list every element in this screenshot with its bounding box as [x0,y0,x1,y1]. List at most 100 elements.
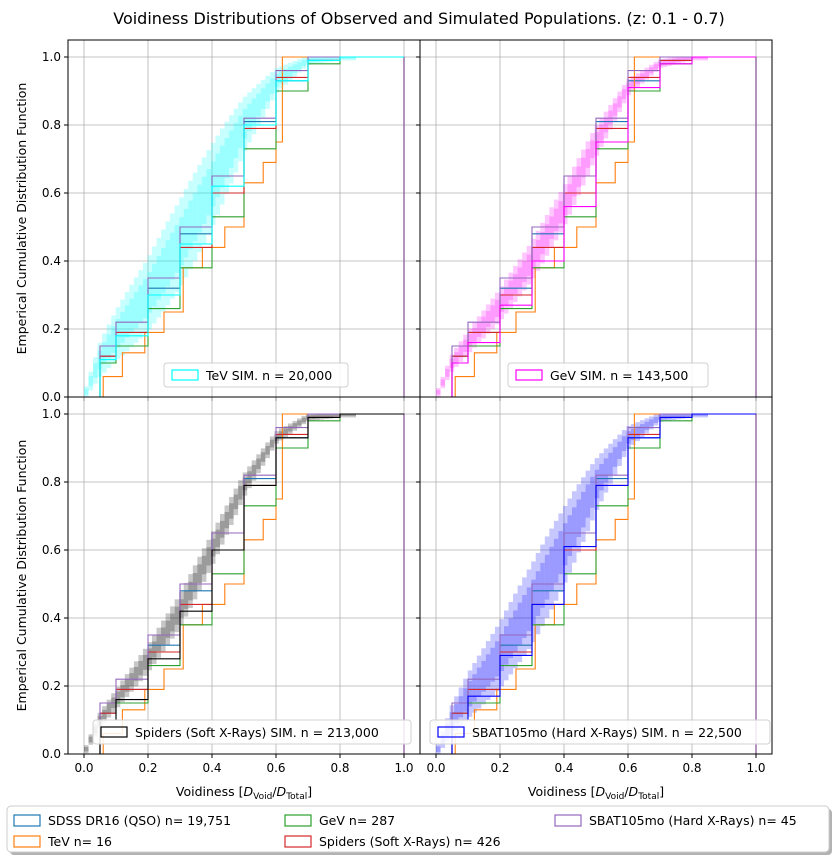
sim-band-core-step [328,414,334,417]
sim-band-core-step [84,746,89,752]
sim-band-core-step [288,425,293,432]
sim-band-step [215,522,220,555]
sim-band-core-step [472,674,477,702]
sim-band-step [88,734,94,745]
y-tick-label: 0.6 [42,186,61,200]
sim-legend-swatch [437,726,465,738]
x-tick-label: 0.8 [330,761,349,775]
sim-band-step [220,128,225,205]
sim-band-step [192,565,198,600]
sim-band-core-step [685,414,690,417]
sim-band-step [301,57,307,69]
sim-band-core-step [315,57,320,62]
y-tick-label: 0.6 [42,543,61,557]
sim-band-step [288,62,293,81]
sim-legend-label: TeV SIM. n = 20,000 [205,368,332,383]
sim-band-step [88,371,94,391]
sim-band-core-step [576,166,582,187]
sim-band-step [292,60,298,77]
sim-band-step [242,96,248,151]
sim-band-core-step [562,523,568,566]
sim-band-core-step [183,590,189,609]
sim-band-core-step [301,59,307,67]
sim-band-step [102,333,107,373]
sim-band-core-step [224,512,230,529]
sim-band-core-step [288,66,293,77]
sim-band-step [553,520,559,601]
sim-band-core-step [640,424,645,434]
sim-band-step [260,448,266,466]
sim-band-step [301,415,307,425]
sim-band-core-step [667,414,672,419]
sim-band-core-step [603,117,609,133]
sim-band-core-step [572,507,577,547]
sim-band-core-step [247,103,252,132]
sim-band-step [165,613,171,646]
sim-band-core-step [458,345,464,358]
sim-band-step [120,680,125,703]
sim-band-core-step [472,328,477,342]
sim-band-step [594,458,600,510]
sim-band-core-step [215,153,220,198]
sim-band-core-step [494,641,500,677]
sim-band-core-step [93,363,98,378]
sim-band-step [576,158,582,196]
y-tick-label: 0.4 [42,254,61,268]
sim-band-core-step [458,696,464,718]
sim-band-core-step [694,414,699,416]
sim-band-step [522,252,527,291]
plot-area [84,56,405,397]
sim-band-core-step [170,613,175,632]
sim-band-core-step [703,57,708,59]
sim-band-core-step [201,555,207,575]
sim-legend-frame [429,719,771,745]
sim-band-step [698,57,704,61]
sim-band-step [535,552,541,635]
sim-band-core-step [333,414,338,417]
sim-band-core-step [490,647,495,682]
sim-band-core-step [256,458,261,469]
sim-band-step [612,439,618,475]
sim-band-core-step [210,538,216,557]
sim-band-core-step [133,292,139,329]
sim-band-core-step [324,414,329,418]
sim-band-core-step [133,667,139,681]
sim-band-step [567,498,572,573]
y-tick-label: 0.4 [42,611,61,625]
sim-band-core-step [174,225,180,273]
x-tick-label: 1.0 [746,761,765,775]
sim-band-core-step [84,388,89,395]
sim-band-step [585,141,591,176]
sim-band-step [562,184,568,225]
sim-band-step [476,316,482,343]
series-line-sbat105mo [436,56,757,397]
sim-band-step [603,111,609,139]
legend-frame [6,805,830,853]
sim-band-step [494,292,500,325]
sim-band-step [581,477,586,542]
sim-median-line [84,413,404,754]
sim-legend-label: Spiders (Soft X-Rays) SIM. n = 213,000 [135,725,379,740]
sim-band-step [526,245,532,285]
y-tick-label: 1.0 [42,50,61,64]
sim-band-core-step [467,680,473,707]
sim-band-step [703,57,708,61]
sim-band-step [142,262,148,335]
sim-band-core-step [251,464,257,477]
sim-band-step [174,205,180,293]
sim-band-step [224,505,230,535]
sim-band-core-step [142,654,148,670]
sim-band-step [544,215,550,256]
sim-band-step [531,561,536,643]
sim-band-core-step [698,57,704,59]
axes-frame [419,396,773,755]
sim-band-core-step [526,254,532,276]
sim-band-step [608,443,613,484]
sim-band-core-step [197,564,202,584]
sim-band-core-step [499,634,504,672]
sim-band-core-step [531,579,536,624]
sim-band-core-step [476,322,482,337]
sim-band-core-step [522,261,527,282]
sim-band-core-step [297,62,302,70]
